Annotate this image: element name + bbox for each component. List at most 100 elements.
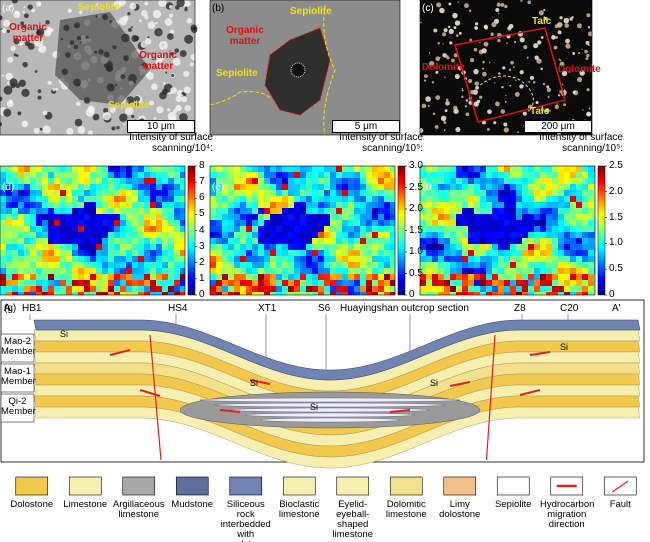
heat-cell xyxy=(126,268,132,274)
grain xyxy=(439,7,445,14)
heat-cell xyxy=(132,172,138,178)
heat-cell xyxy=(594,178,595,184)
heat-cell xyxy=(378,280,384,286)
heat-cell xyxy=(180,280,185,286)
heat-cell xyxy=(546,262,552,268)
heat-cell xyxy=(528,262,534,268)
heat-cell xyxy=(252,172,258,178)
heat-cell xyxy=(36,214,42,220)
heat-cell xyxy=(36,178,42,184)
heat-cell xyxy=(234,214,240,220)
heat-cell xyxy=(12,208,18,214)
heat-cell xyxy=(558,244,564,250)
heat-cell xyxy=(468,286,474,292)
heat-cell xyxy=(54,220,60,226)
heat-cell xyxy=(270,172,276,178)
grain xyxy=(164,18,173,26)
heat-cell xyxy=(486,238,492,244)
heat-cell xyxy=(498,268,504,274)
heat-cell xyxy=(108,202,114,208)
heat-cell xyxy=(372,202,378,208)
grain xyxy=(501,85,504,89)
colorbar-tick-label: 2 xyxy=(199,256,205,268)
heat-cell xyxy=(12,166,18,172)
annotation: Dolomite xyxy=(558,64,601,75)
panel-frame xyxy=(209,0,401,136)
heat-cell xyxy=(54,214,60,220)
heat-cell xyxy=(306,274,312,280)
heat-cell xyxy=(78,232,84,238)
heat-cell xyxy=(348,292,354,295)
heat-cell xyxy=(516,220,522,226)
heat-cell xyxy=(90,238,96,244)
heat-cell xyxy=(60,184,66,190)
heat-cell xyxy=(54,208,60,214)
heat-cell xyxy=(420,244,426,250)
heat-cell xyxy=(522,250,528,256)
heat-cell xyxy=(6,268,12,274)
heat-cell xyxy=(294,268,300,274)
region xyxy=(454,27,566,123)
heat-cell xyxy=(312,274,318,280)
sepiolite-streak xyxy=(244,412,416,418)
grain xyxy=(498,12,500,15)
grain xyxy=(498,72,501,75)
heat-cell xyxy=(462,214,468,220)
heat-cell xyxy=(48,232,54,238)
heat-cell xyxy=(528,208,534,214)
heat-cell xyxy=(240,256,246,262)
colorbar-tick-label: 1 xyxy=(199,272,205,284)
heat-cell xyxy=(120,232,126,238)
heat-cell xyxy=(534,244,540,250)
heat-cell xyxy=(582,226,588,232)
heat-cell xyxy=(174,244,180,250)
heat-cell xyxy=(120,250,126,256)
heat-cell xyxy=(150,292,156,295)
heat-cell xyxy=(300,202,306,208)
heat-cell xyxy=(174,220,180,226)
heat-cell xyxy=(588,226,594,232)
heat-cell xyxy=(594,232,595,238)
heat-cell xyxy=(168,292,174,295)
heat-cell xyxy=(0,238,6,244)
grain xyxy=(442,43,444,45)
si-label: Si xyxy=(310,402,319,412)
heat-cell xyxy=(474,184,480,190)
legend-swatch xyxy=(282,476,316,496)
heat-cell xyxy=(282,202,288,208)
heat-cell xyxy=(372,208,378,214)
heat-cell xyxy=(270,244,276,250)
heat-cell xyxy=(30,166,36,172)
heat-cell xyxy=(108,178,114,184)
heat-cell xyxy=(390,226,395,232)
heat-cell xyxy=(144,280,150,286)
heat-cell xyxy=(582,238,588,244)
heat-cell xyxy=(162,244,168,250)
heat-cell xyxy=(366,178,372,184)
heat-cell xyxy=(366,220,372,226)
heat-cell xyxy=(480,214,486,220)
heat-cell xyxy=(540,196,546,202)
heat-cell xyxy=(84,280,90,286)
heat-cell xyxy=(156,208,162,214)
heat-cell xyxy=(48,274,54,280)
heat-cell xyxy=(156,202,162,208)
heat-cell xyxy=(462,280,468,286)
heat-cell xyxy=(210,208,216,214)
grain xyxy=(36,30,42,36)
heat-cell xyxy=(312,166,318,172)
heat-cell xyxy=(558,280,564,286)
heat-cell xyxy=(48,202,54,208)
heat-cell xyxy=(0,166,6,172)
heat-cell xyxy=(534,208,540,214)
grain xyxy=(47,80,52,86)
heat-cell xyxy=(222,244,228,250)
heat-cell xyxy=(342,214,348,220)
heat-cell xyxy=(426,166,432,172)
heat-cell xyxy=(354,184,360,190)
heat-cell xyxy=(300,274,306,280)
heat-cell xyxy=(300,190,306,196)
heat-cell xyxy=(510,232,516,238)
heat-cell xyxy=(288,172,294,178)
heat-cell xyxy=(288,232,294,238)
